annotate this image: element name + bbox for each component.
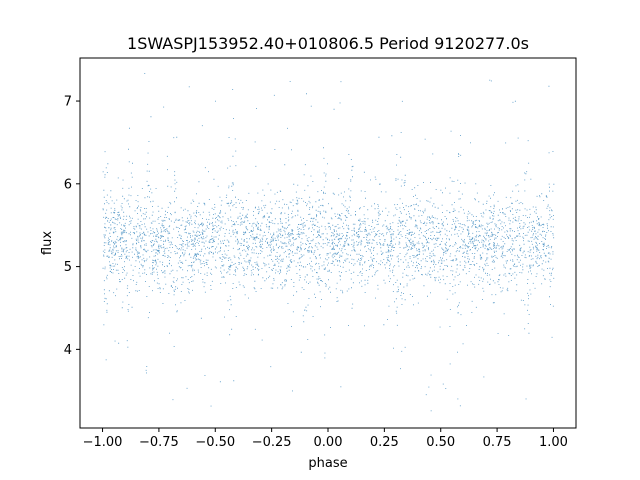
y-axis-label: flux: [40, 231, 55, 255]
x-tick-label: 0.50: [426, 435, 455, 450]
scatter-point-cloud: [102, 73, 555, 412]
chart-title: 1SWASPJ153952.40+010806.5 Period 9120277…: [127, 34, 529, 53]
x-tick-label: −0.50: [195, 435, 235, 450]
y-tick-label: 4: [64, 343, 72, 358]
y-axis: 4 5 6 7: [64, 95, 80, 358]
x-axis: −1.00 −0.75 −0.50 −0.25 0.00 0.25 0.50 0.75 1.00: [83, 428, 568, 450]
x-tick-label: 0.75: [483, 435, 512, 450]
x-tick-label: 0.25: [370, 435, 399, 450]
x-tick-label: −1.00: [83, 435, 123, 450]
data-points: [102, 73, 555, 412]
x-tick-label: −0.25: [252, 435, 292, 450]
x-axis-label: phase: [308, 456, 347, 471]
y-tick-label: 5: [64, 260, 72, 275]
y-tick-label: 6: [64, 177, 72, 192]
x-tick-label: 1.00: [539, 435, 568, 450]
x-tick-label: 0.00: [314, 435, 343, 450]
y-tick-label: 7: [64, 95, 72, 110]
x-tick-label: −0.75: [139, 435, 179, 450]
